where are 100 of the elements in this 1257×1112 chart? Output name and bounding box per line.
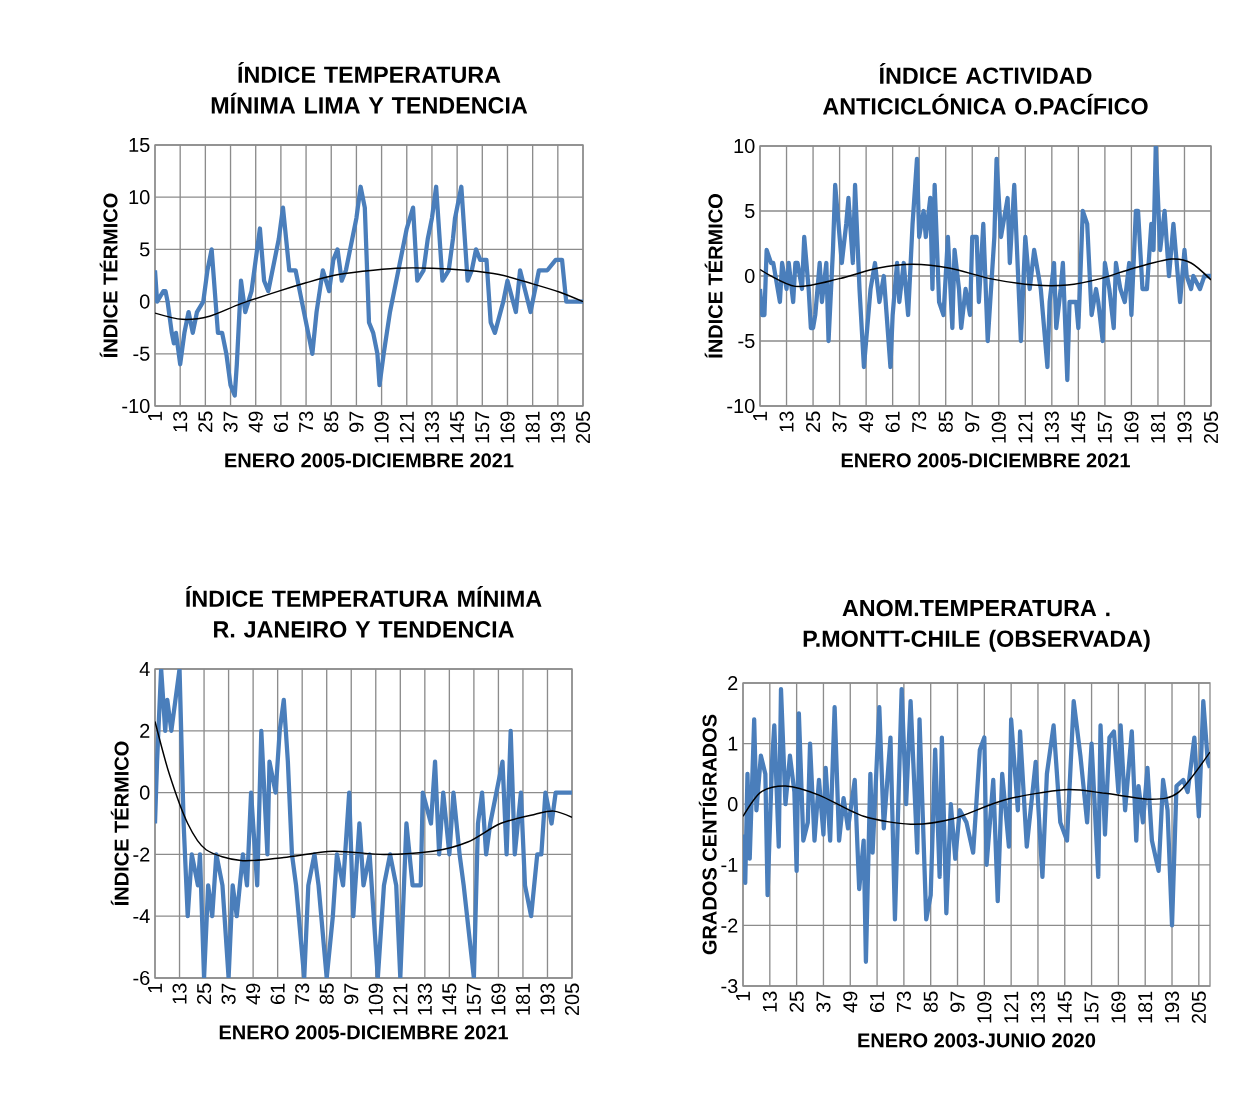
x-tick-label: 181 <box>515 983 531 1015</box>
x-tick-label: 49 <box>859 411 874 433</box>
x-tick-label: 193 <box>550 411 565 443</box>
y-tick-label: 2 <box>140 723 150 738</box>
x-tick-label: 157 <box>1097 411 1112 443</box>
x-tick-label: 157 <box>466 983 481 1015</box>
x-tick-label: 61 <box>270 983 285 1004</box>
y-tick-label: 15 <box>129 138 150 152</box>
x-tick-label: 193 <box>1164 991 1180 1023</box>
x-tick-label: 13 <box>173 411 188 432</box>
x-tick-label: 133 <box>424 411 440 443</box>
y-tick-label: -1 <box>721 857 738 872</box>
x-tick-label: 97 <box>950 991 965 1013</box>
y-tick-label: 10 <box>129 190 150 205</box>
x-tick-label: 133 <box>1030 991 1046 1023</box>
x-tick-label: 73 <box>298 411 314 432</box>
line-series <box>743 686 1210 964</box>
x-tick-label: 157 <box>1084 991 1099 1023</box>
x-tick-label: 181 <box>525 411 540 443</box>
x-tick-label: 85 <box>324 411 339 433</box>
x-axis-title: ENERO 2003-JUNIO 2020 <box>858 1033 1096 1048</box>
y-tick-label: 0 <box>139 785 150 800</box>
x-tick-label: 85 <box>938 411 953 433</box>
x-axis-title: ENERO 2005-DICIEMBRE 2021 <box>219 1025 508 1040</box>
line-series <box>155 720 573 862</box>
x-tick-label: 193 <box>1177 411 1192 443</box>
x-tick-label: 49 <box>246 983 261 1005</box>
x-tick-label: 85 <box>923 991 938 1013</box>
y-tick-label: 0 <box>727 797 738 812</box>
y-axis-title: ÍNDICE TÉRMICO <box>99 193 118 358</box>
x-tick-label: 1 <box>148 983 162 993</box>
y-axis-title: ÍNDICE TÉRMICO <box>110 741 129 906</box>
x-tick-label: 169 <box>1124 411 1139 443</box>
x-tick-label: 181 <box>1150 411 1166 443</box>
x-tick-label: 13 <box>762 991 777 1012</box>
x-tick-label: 1 <box>148 411 162 421</box>
x-tick-label: 121 <box>399 411 414 443</box>
x-tick-label: 37 <box>223 411 238 433</box>
x-tick-label: 25 <box>198 411 213 432</box>
x-tick-label: 133 <box>417 983 432 1015</box>
line-series <box>743 751 1210 825</box>
x-tick-label: 145 <box>442 983 457 1015</box>
x-tick-label: 205 <box>1191 991 1206 1024</box>
x-tick-label: 73 <box>896 991 911 1012</box>
y-tick-label: -6 <box>133 970 150 986</box>
x-axis-title: ENERO 2005-DICIEMBRE 2021 <box>841 453 1130 468</box>
y-tick-label: -5 <box>738 334 755 348</box>
x-tick-label: 169 <box>1111 991 1126 1023</box>
x-tick-label: 109 <box>368 983 383 1015</box>
y-axis-title: GRADOS CENTÍGRADOS <box>698 714 717 955</box>
x-tick-label: 61 <box>273 411 288 432</box>
line-series <box>760 258 1212 288</box>
x-tick-label: 193 <box>540 983 555 1015</box>
x-tick-label: 61 <box>885 411 900 432</box>
y-tick-label: 10 <box>734 138 755 154</box>
x-tick-label: 13 <box>172 983 187 1004</box>
y-tick-label: 5 <box>744 204 755 218</box>
x-tick-label: 61 <box>869 991 885 1012</box>
x-tick-label: 85 <box>319 983 334 1005</box>
x-tick-label: 157 <box>475 411 490 443</box>
x-tick-label: 1 <box>753 411 767 421</box>
x-tick-label: 109 <box>374 411 389 443</box>
x-tick-label: 133 <box>1044 411 1059 443</box>
x-tick-label: 25 <box>805 411 821 432</box>
x-tick-label: 73 <box>912 411 927 432</box>
x-tick-label: 145 <box>1071 411 1086 443</box>
y-tick-label: -2 <box>721 918 738 933</box>
x-tick-label: 109 <box>991 411 1006 443</box>
line-series <box>760 146 1212 383</box>
x-tick-label: 121 <box>393 983 408 1015</box>
x-tick-label: 205 <box>1203 411 1219 444</box>
chart-title: ANOM.TEMPERATURA . P.MONTT-CHILE (OBSERVADA) <box>803 599 1150 652</box>
y-tick-label: 1 <box>728 736 738 751</box>
y-tick-label: -3 <box>721 978 738 994</box>
y-tick-label: 0 <box>744 268 755 284</box>
x-tick-label: 205 <box>564 983 580 1016</box>
x-tick-label: 205 <box>575 411 591 444</box>
x-tick-label: 37 <box>221 983 236 1005</box>
y-tick-label: -10 <box>727 398 755 414</box>
x-tick-label: 169 <box>500 411 515 443</box>
x-tick-label: 73 <box>295 983 310 1004</box>
x-tick-label: 97 <box>344 983 359 1005</box>
x-tick-label: 37 <box>816 991 831 1013</box>
x-tick-label: 145 <box>450 411 465 443</box>
x-tick-label: 97 <box>349 411 364 433</box>
x-tick-label: 37 <box>832 411 847 433</box>
x-tick-label: 121 <box>1004 991 1019 1023</box>
chart-title: ÍNDICE TEMPERATURA MÍNIMA R. JANEIRO Y TENDENCIA <box>186 586 542 638</box>
x-tick-label: 181 <box>1138 991 1153 1023</box>
x-axis-title: ENERO 2005-DICIEMBRE 2021 <box>225 453 514 468</box>
y-tick-label: 2 <box>728 676 738 690</box>
chart-title: ÍNDICE ACTIVIDAD ANTICICLÓNICA O.PACÍFICO <box>822 63 1148 115</box>
y-tick-label: 4 <box>139 662 150 676</box>
x-tick-label: 145 <box>1057 991 1072 1023</box>
y-tick-label: -10 <box>122 398 150 414</box>
y-axis-title: ÍNDICE TÉRMICO <box>704 194 723 358</box>
x-tick-label: 169 <box>491 983 506 1015</box>
y-tick-label: 0 <box>139 294 150 309</box>
x-tick-label: 121 <box>1018 411 1033 443</box>
x-tick-label: 25 <box>196 983 212 1004</box>
